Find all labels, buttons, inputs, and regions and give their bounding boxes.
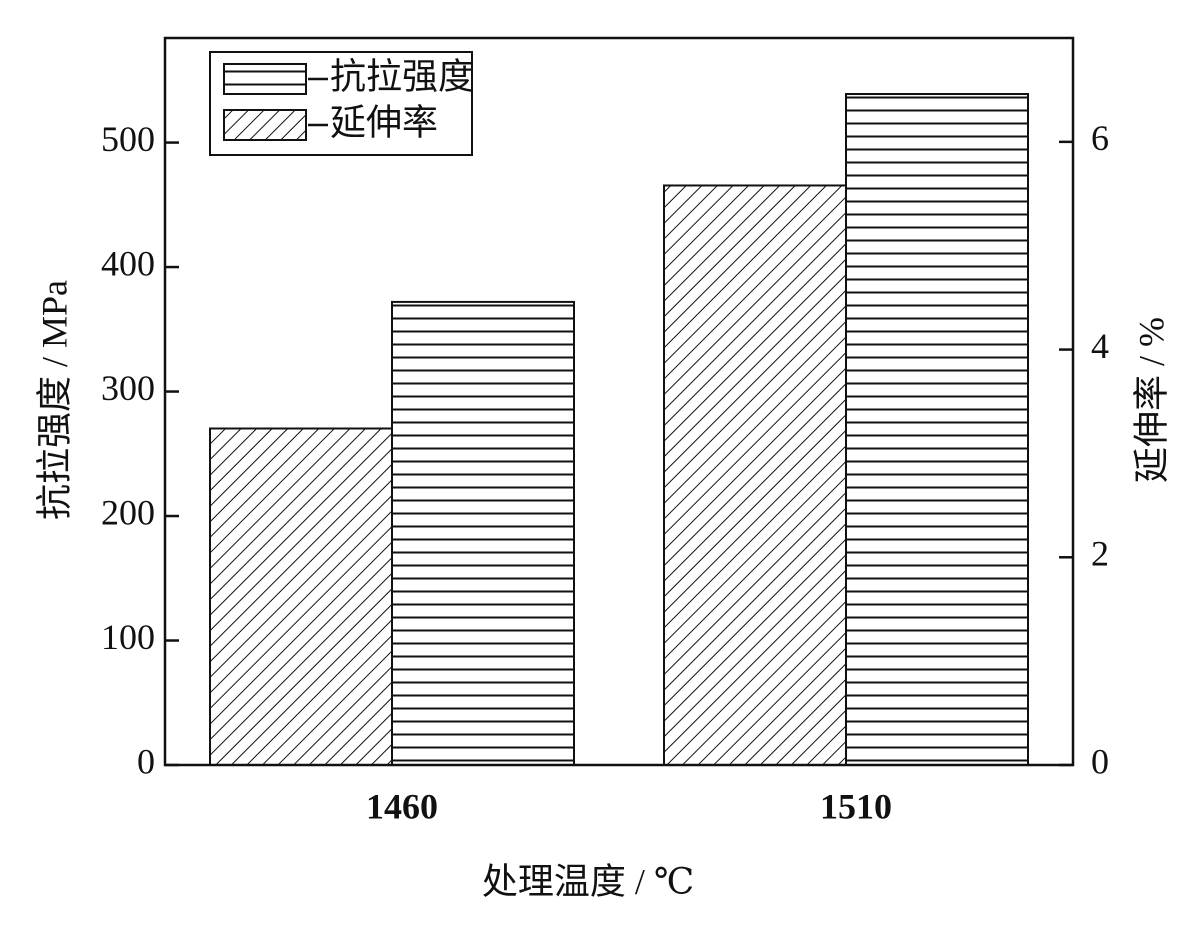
- x-tick-label: 1510: [820, 786, 892, 826]
- x-tick-label: 1460: [366, 786, 438, 826]
- y2-tick-label: 4: [1091, 326, 1109, 366]
- y2-axis-label: 延伸率 / %: [1131, 317, 1171, 483]
- x-axis-label: 处理温度 / ℃: [482, 861, 694, 901]
- y2-tick-label: 2: [1091, 534, 1109, 574]
- bar: [663, 184, 847, 766]
- y-tick-label: 0: [137, 741, 155, 781]
- y-tick-label: 300: [101, 368, 155, 408]
- bar: [845, 93, 1029, 766]
- legend-label: 延伸率: [330, 102, 438, 142]
- legend-swatch: [223, 63, 307, 95]
- bar: [209, 427, 393, 766]
- legend-label: 抗拉强度: [330, 56, 474, 96]
- y-tick-label: 100: [101, 617, 155, 657]
- y-tick-label: 400: [101, 243, 155, 283]
- y-tick-label: 500: [101, 119, 155, 159]
- y2-tick-label: 0: [1091, 741, 1109, 781]
- bar: [391, 300, 575, 766]
- y-tick-label: 200: [101, 492, 155, 532]
- y2-tick-label: 6: [1091, 118, 1109, 158]
- y-axis-label: 抗拉强度 / MPa: [34, 280, 74, 520]
- plot-frame: [163, 36, 1075, 767]
- legend-swatch: [223, 109, 307, 141]
